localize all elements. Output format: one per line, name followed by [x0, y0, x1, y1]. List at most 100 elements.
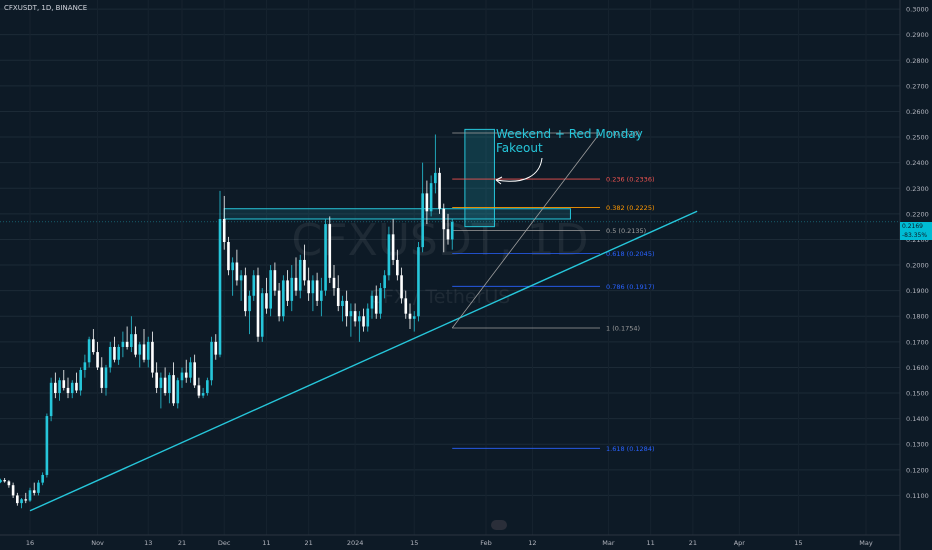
y-tick-label: 0.2400	[906, 159, 929, 167]
candle	[434, 134, 437, 194]
grid	[0, 8, 900, 496]
candle	[16, 492, 19, 506]
trendlines[interactable]	[29, 132, 698, 512]
candle	[96, 341, 99, 371]
candle	[235, 249, 239, 286]
x-tick-label: Nov	[91, 539, 104, 547]
candle-body	[100, 367, 104, 388]
y-tick-label: 0.2600	[906, 108, 929, 116]
candle	[374, 285, 378, 319]
candle	[450, 218, 454, 250]
candle	[269, 265, 272, 317]
candle-body	[320, 290, 323, 301]
candle	[87, 336, 91, 368]
candle-body	[37, 482, 40, 493]
y-tick-label: 0.1600	[906, 364, 929, 372]
x-tick-label: 21	[689, 539, 697, 547]
candle	[11, 482, 15, 498]
candle	[151, 331, 154, 378]
candle-body	[0, 480, 2, 483]
candle	[138, 341, 142, 368]
candle	[425, 180, 429, 225]
y-axis[interactable]: 0.1100 0.1200 0.1300 0.1400 0.1500 0.1600 0.17…	[899, 0, 929, 550]
candle-body	[307, 280, 310, 294]
y-tick-label: 0.1900	[906, 287, 929, 295]
candle	[273, 262, 277, 296]
candle	[189, 357, 192, 383]
candle	[265, 277, 268, 314]
candle-body	[273, 270, 277, 291]
candle-body	[210, 341, 213, 381]
candle	[28, 487, 32, 502]
candle-body	[311, 280, 315, 294]
x-axis[interactable]: 16 Nov 13 21 Dec 11 21 2024 15 Feb 12 Mar 11 21 Apr 15 M…	[0, 534, 900, 547]
candle	[353, 303, 357, 327]
x-tick-label: Dec	[218, 539, 231, 547]
candle	[345, 290, 348, 327]
candle	[320, 277, 323, 317]
candle-body	[87, 339, 91, 363]
fib-level-label: 1.618 (0.1284)	[606, 445, 655, 453]
candle	[125, 326, 129, 350]
last-price: 0.2169	[902, 223, 923, 230]
candle	[383, 270, 386, 299]
y-tick-label: 0.2900	[906, 31, 929, 39]
x-tick-label: 15	[794, 539, 802, 547]
candle	[260, 288, 264, 342]
candle-body	[7, 481, 11, 486]
candle	[197, 377, 201, 399]
candle	[417, 242, 420, 322]
candle	[142, 329, 146, 363]
y-tick-label: 0.2800	[906, 57, 929, 65]
symbol-title[interactable]: CFXUSDT, 1D, BINANCE	[4, 4, 88, 12]
fib-anchor-line	[451, 132, 601, 329]
candle	[379, 282, 382, 319]
candle-body	[341, 300, 344, 307]
candle	[66, 377, 70, 399]
candle	[184, 359, 188, 383]
candle-body	[20, 499, 23, 504]
candle-body	[151, 341, 154, 373]
candle	[62, 370, 66, 391]
candle-body	[66, 387, 70, 394]
candle	[421, 162, 424, 253]
candle	[206, 377, 209, 396]
candle	[70, 380, 74, 399]
candle-body	[256, 275, 260, 337]
watermark-symbol: CFXUSDT, 1D	[292, 215, 589, 266]
candle-body	[70, 382, 74, 394]
candle	[412, 311, 416, 332]
candle-body	[79, 370, 82, 391]
candle	[332, 265, 336, 296]
candle-body	[155, 372, 158, 388]
candle	[117, 344, 120, 365]
fib-level-label: 0.236 (0.2336)	[606, 176, 655, 184]
candle-body	[235, 262, 239, 281]
candle	[336, 275, 340, 312]
candle	[311, 275, 315, 312]
candle	[324, 218, 327, 296]
candle-body	[184, 372, 188, 378]
candle-body	[163, 377, 167, 394]
candle-body	[58, 380, 61, 394]
resistance-zone	[223, 208, 571, 220]
y-tick-label: 0.1100	[906, 492, 929, 500]
annotation-arrow	[495, 157, 543, 182]
candle	[222, 195, 226, 250]
candle-body	[32, 490, 36, 493]
x-tick-label: 11	[647, 539, 655, 547]
candle-body	[290, 277, 294, 301]
candle-body	[28, 490, 32, 501]
candle	[298, 254, 302, 299]
annotation[interactable]: Weekend + Red Monday Fakeout	[495, 127, 643, 185]
candle	[193, 354, 196, 388]
candle-body	[336, 288, 340, 307]
candle-body	[104, 367, 108, 388]
candle-body	[214, 341, 218, 355]
fib-level-label: 0.786 (0.1917)	[606, 283, 655, 291]
y-tick-label: 0.2500	[906, 134, 929, 142]
candle-body	[315, 280, 319, 301]
candle-body	[425, 193, 429, 212]
